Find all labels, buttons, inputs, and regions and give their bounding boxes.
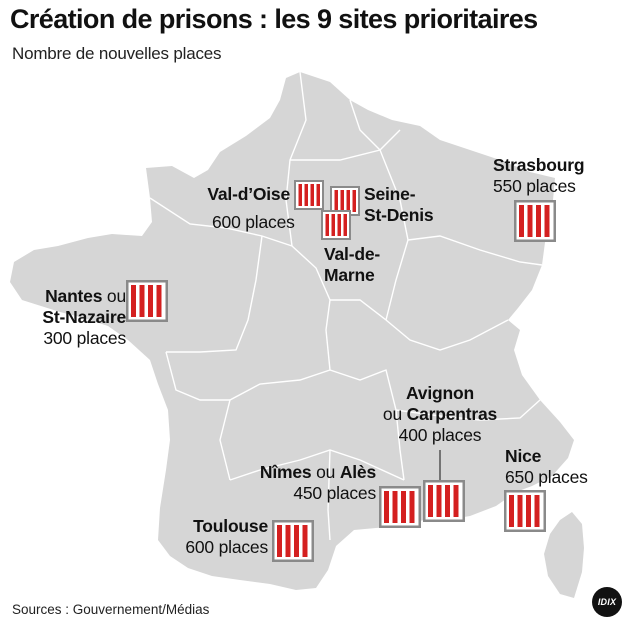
idix-logo: IDIX xyxy=(592,587,622,617)
site-name-seine-2: St-Denis xyxy=(364,205,434,225)
prison-bars-icon-val-doise xyxy=(294,180,324,210)
places-nantes: 300 places xyxy=(43,328,126,348)
label-val-doise: Val-d’Oise xyxy=(180,184,290,205)
site-name-val-doise: Val-d’Oise xyxy=(207,184,290,204)
prison-bars-icon-val-de-marne xyxy=(321,210,351,240)
places-avignon: 400 places xyxy=(398,425,482,445)
map-title: Création de prisons : les 9 sites priori… xyxy=(10,4,538,34)
prison-bars-icon-nimes xyxy=(379,486,421,528)
region-borders xyxy=(149,71,543,541)
site-name-carpentras: Carpentras xyxy=(406,404,498,424)
label-nantes: Nantes ou St-Nazaire 300 places xyxy=(6,286,126,349)
site-name-nice: Nice xyxy=(505,446,542,466)
places-val-doise: 600 places xyxy=(212,212,295,232)
site-name-ales: Alès xyxy=(339,462,376,482)
site-name-st-nazaire: St-Nazaire xyxy=(42,307,126,327)
map-subtitle: Nombre de nouvelles places xyxy=(12,44,222,63)
site-name-nantes: Nantes xyxy=(45,286,103,306)
label-nimes: Nîmes ou Alès 450 places xyxy=(236,462,376,504)
site-name-vdm-1: Val-de- xyxy=(324,244,380,264)
site-name-strasbourg: Strasbourg xyxy=(493,155,585,175)
label-strasbourg: Strasbourg 550 places xyxy=(493,155,585,197)
connector-avignon: ou xyxy=(382,404,402,424)
connector-nantes: ou xyxy=(106,286,126,306)
source-credit: Sources : Gouvernement/Médias xyxy=(12,602,210,617)
label-seine-st-denis: Seine- St-Denis xyxy=(364,184,434,226)
places-nice: 650 places xyxy=(505,467,588,487)
prison-bars-icon-toulouse xyxy=(272,520,314,562)
label-avignon: Avignon ou Carpentras 400 places xyxy=(374,383,506,446)
connector-nimes: ou xyxy=(316,462,336,482)
prison-bars-icon-nantes xyxy=(126,280,168,322)
places-toulouse: 600 places xyxy=(185,537,268,557)
label-nice: Nice 650 places xyxy=(505,446,588,488)
places-nimes: 450 places xyxy=(293,483,376,503)
site-name-vdm-2: Marne xyxy=(324,265,375,285)
label-val-de-marne: Val-de- Marne xyxy=(324,244,380,286)
site-name-avignon: Avignon xyxy=(406,383,474,403)
france-mainland xyxy=(10,72,574,590)
site-name-seine-1: Seine- xyxy=(364,184,416,204)
site-name-nimes: Nîmes xyxy=(259,462,312,482)
corsica xyxy=(544,512,584,598)
prison-bars-icon-avignon xyxy=(423,480,465,522)
site-name-toulouse: Toulouse xyxy=(193,516,268,536)
prison-bars-icon-nice xyxy=(504,490,546,532)
label-toulouse: Toulouse 600 places xyxy=(150,516,268,558)
places-strasbourg: 550 places xyxy=(493,176,576,196)
prison-bars-icon-strasbourg xyxy=(514,200,556,242)
